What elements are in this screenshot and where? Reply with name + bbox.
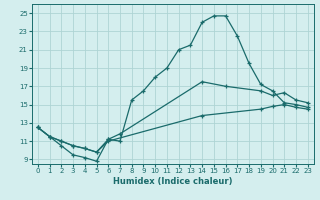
X-axis label: Humidex (Indice chaleur): Humidex (Indice chaleur) bbox=[113, 177, 233, 186]
